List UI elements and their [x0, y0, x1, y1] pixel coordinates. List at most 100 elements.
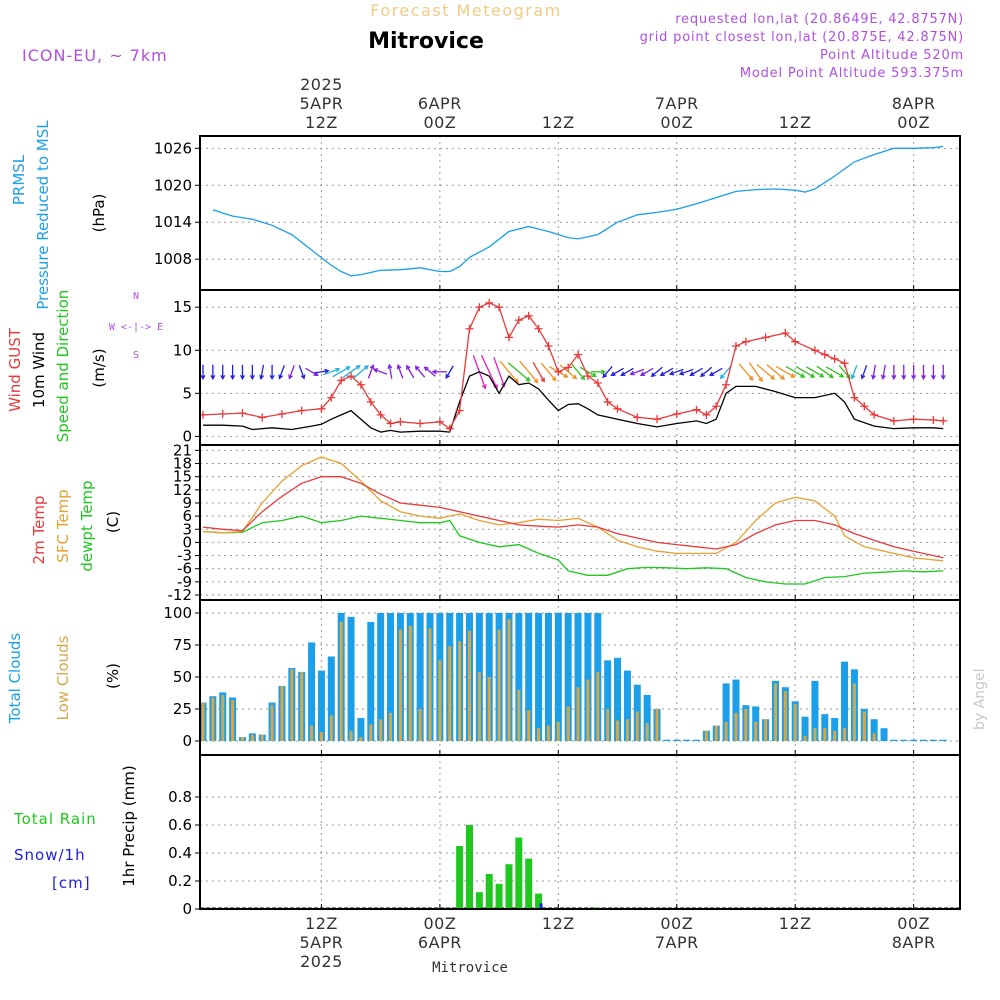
wind-arrow-head: [220, 374, 226, 381]
wind-arrow: [766, 364, 785, 380]
wind-arrow: [305, 367, 318, 376]
wind-direction-label: Speed and Direction: [54, 290, 72, 443]
wind-arrow-head: [345, 366, 351, 371]
low-cloud-bar: [744, 709, 748, 741]
compass-west-east: W <-|-> E: [109, 322, 163, 333]
wind-arrow-head: [387, 363, 393, 369]
wind-arrow: [700, 366, 713, 377]
wind-arrow-head: [639, 371, 646, 376]
wind-arrow-head: [239, 374, 245, 381]
wind-arrow: [388, 364, 393, 379]
wind-arrow-head: [845, 374, 851, 380]
wind-arrow-head: [540, 377, 545, 383]
low-clouds-label: Low Clouds: [54, 635, 72, 720]
wind-arrow-head: [650, 372, 656, 378]
rain-bar: [535, 893, 543, 909]
wind-arrow-head: [431, 369, 437, 375]
total-cloud-bar: [929, 739, 937, 741]
wind-arrow-head: [210, 374, 216, 381]
wind-arrow-head: [249, 374, 255, 381]
wind-gust-marker: [524, 311, 533, 320]
low-cloud-bar: [537, 728, 541, 741]
wind-arrow: [480, 355, 498, 389]
y-tick-label: 0.2: [168, 872, 192, 890]
wind-arrow: [397, 365, 404, 379]
time-bottom-label: 00Z: [660, 914, 693, 933]
wind-gust-marker: [277, 410, 286, 418]
dewpoint-line: [202, 515, 944, 585]
wind-arrow: [806, 366, 824, 378]
wind-arrow: [278, 365, 285, 379]
low-cloud-bar: [517, 689, 521, 741]
wind-gust-marker: [475, 303, 484, 312]
wind-arrow-head: [591, 372, 597, 378]
low-cloud-bar: [300, 671, 304, 741]
wind-arrow-head: [369, 363, 375, 370]
wind-arrow-head: [810, 373, 816, 378]
total-cloud-bar: [604, 660, 612, 741]
wind-arrow-head: [396, 363, 402, 370]
wind-gust-marker: [820, 350, 829, 359]
info-line-1: requested lon,lat (20.8649E, 42.8757N): [675, 12, 964, 27]
total-cloud-bar: [574, 613, 582, 741]
time-top-label: 8APR: [892, 94, 936, 113]
low-cloud-bar: [458, 641, 462, 741]
low-cloud-bar: [260, 734, 264, 741]
wind-arrow-head: [445, 373, 451, 380]
wind-gust-marker: [939, 416, 948, 425]
low-cloud-bar: [477, 671, 481, 741]
y-tick-label: 1008: [154, 250, 192, 268]
wind-arrow: [342, 365, 361, 379]
wind-arrow: [795, 365, 815, 378]
panel-wind: 0 5 10 15 Wind GUST 10m Wind Speed and Directi…: [6, 289, 961, 446]
wind-arrow-head: [525, 376, 531, 382]
wind-arrow-head: [758, 376, 763, 383]
y-tick-label: 15: [173, 298, 192, 316]
wind-gust-marker: [633, 413, 642, 422]
low-cloud-bar: [201, 702, 205, 741]
wind-arrow: [660, 367, 674, 376]
y-tick-label: 3: [182, 520, 192, 538]
total-cloud-bar: [515, 613, 523, 741]
wind-arrow: [679, 368, 694, 375]
low-cloud-bar: [250, 734, 254, 741]
wind-gust-marker: [504, 333, 513, 342]
wind-arrow: [775, 365, 795, 378]
pressure-label-long: Pressure Reduced to MSL: [34, 120, 52, 310]
wind-gust-marker: [761, 333, 770, 342]
wind-arrow-head: [481, 384, 487, 390]
low-cloud-bar: [616, 720, 620, 741]
wind-unit: (m/s): [90, 348, 108, 387]
time-top-label: 6APR: [418, 94, 462, 113]
wind-arrow-head: [200, 374, 206, 381]
wind-arrow-head: [709, 371, 715, 376]
total-cloud-bar: [890, 739, 898, 741]
low-cloud-bar: [862, 711, 866, 741]
wind-gust-marker: [435, 417, 444, 426]
wind-arrow: [323, 368, 340, 376]
wind-gust-marker: [672, 410, 681, 418]
low-cloud-bar: [487, 677, 491, 741]
snow-bar: [539, 903, 543, 909]
wind-arrow-head: [689, 371, 695, 376]
wind-arrow-head: [930, 374, 936, 381]
total-cloud-bar: [347, 616, 355, 741]
low-cloud-bar: [329, 715, 333, 741]
total-cloud-bar: [663, 739, 671, 741]
wind-arrow-head: [600, 369, 607, 375]
wind-speed-label: 10m Wind: [30, 332, 48, 408]
wind-gust-marker: [909, 415, 918, 424]
y-tick-label: 9: [182, 494, 192, 512]
wind-arrow: [415, 366, 426, 378]
wind-arrow-head: [355, 365, 361, 370]
wind-arrow: [709, 367, 723, 376]
dewpoint-label: dewpt Temp: [78, 480, 96, 571]
wind-arrow: [690, 367, 703, 376]
wind-arrow-head: [800, 373, 806, 378]
low-cloud-bar: [339, 621, 343, 741]
model-name: ICON-EU, ~ 7km: [22, 46, 168, 65]
low-cloud-bar: [398, 629, 402, 741]
wind-arrow: [640, 367, 654, 376]
wind-arrow: [651, 366, 663, 377]
y-tick-label: 100: [163, 604, 192, 622]
